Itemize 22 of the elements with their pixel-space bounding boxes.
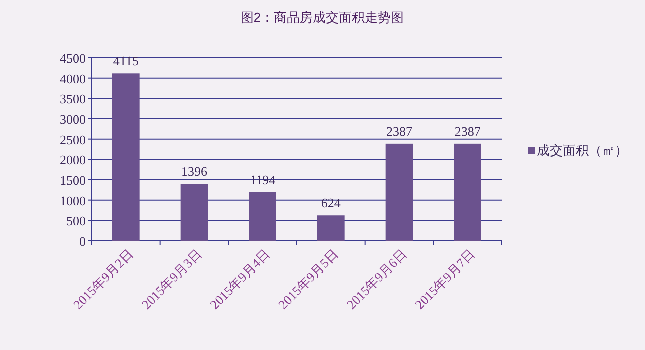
bar xyxy=(249,192,276,241)
legend-label: 成交面积（㎡） xyxy=(537,143,628,158)
y-tick-label: 1500 xyxy=(60,173,86,188)
y-tick-label: 3500 xyxy=(60,92,86,107)
y-tick-label: 4500 xyxy=(60,51,86,66)
chart-title: 图2：商品房成交面积走势图 xyxy=(240,10,404,25)
data-label: 2387 xyxy=(386,124,413,139)
y-tick-label: 2000 xyxy=(60,152,86,168)
y-tick-label: 2500 xyxy=(60,132,86,148)
data-label: 2387 xyxy=(454,124,482,139)
bar xyxy=(454,144,482,241)
bar xyxy=(386,144,414,241)
y-tick-label: 500 xyxy=(66,214,86,229)
y-tick-label: 0 xyxy=(80,234,86,249)
bar xyxy=(180,184,208,241)
bar xyxy=(112,74,140,241)
data-label: 1396 xyxy=(182,164,208,180)
y-tick-label: 3000 xyxy=(60,112,86,127)
y-tick-label: 1000 xyxy=(60,193,86,208)
y-tick-label: 4000 xyxy=(60,71,86,86)
bar xyxy=(318,216,345,241)
data-label: 4115 xyxy=(113,54,139,69)
